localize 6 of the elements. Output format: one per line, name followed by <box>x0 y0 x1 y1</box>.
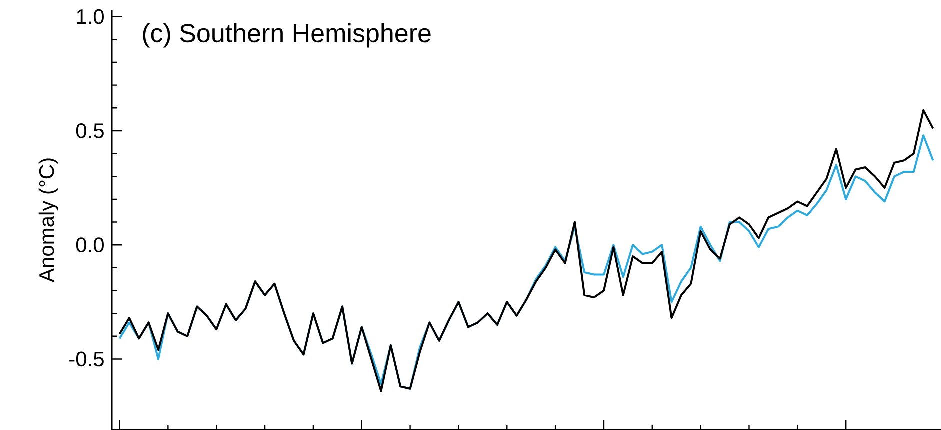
y-axis-title: Anomaly (°C) <box>38 158 58 282</box>
chart-title: (c) Southern Hemisphere <box>143 23 431 48</box>
y-tick-label: 1.0 <box>77 9 104 24</box>
y-tick-label: -0.5 <box>70 352 104 367</box>
y-tick-label: 0.0 <box>76 238 104 253</box>
y-tick-label: 0.5 <box>76 124 104 138</box>
